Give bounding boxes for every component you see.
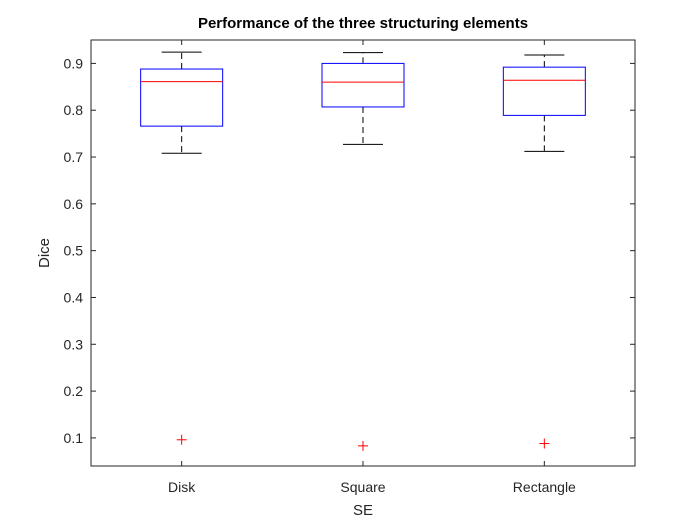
box-square <box>321 52 405 451</box>
x-tick-label: Square <box>340 479 385 495</box>
y-axis-label: Dice <box>36 238 53 268</box>
iqr-box <box>502 66 586 116</box>
y-tick-label: 0.3 <box>64 336 84 352</box>
x-tick-label: Rectangle <box>513 479 576 495</box>
y-tick-label: 0.1 <box>64 430 84 446</box>
y-tick-label: 0.7 <box>64 149 84 165</box>
y-axis: 0.1 0.2 0.3 0.4 0.5 0.6 0.7 0.8 0.9 <box>64 55 635 446</box>
outlier-marker <box>539 438 550 449</box>
box-rectangle <box>502 54 586 449</box>
x-axis: Disk Square Rectangle <box>168 40 576 495</box>
chart-title: Performance of the three structuring ele… <box>198 15 528 32</box>
outlier-marker <box>176 434 187 445</box>
y-tick-label: 0.2 <box>64 383 84 399</box>
y-tick-label: 0.6 <box>64 196 84 212</box>
box-disk <box>140 51 224 445</box>
iqr-box <box>321 62 405 108</box>
y-tick-label: 0.9 <box>64 55 84 71</box>
y-tick-label: 0.5 <box>64 243 84 259</box>
iqr-box <box>140 68 224 127</box>
outlier-marker <box>358 440 368 451</box>
x-tick-label: Disk <box>168 479 196 495</box>
x-axis-label: SE <box>353 502 373 519</box>
y-tick-label: 0.4 <box>64 289 84 305</box>
y-tick-label: 0.8 <box>64 102 84 118</box>
plot-area <box>90 39 636 467</box>
boxes-group <box>140 51 586 451</box>
